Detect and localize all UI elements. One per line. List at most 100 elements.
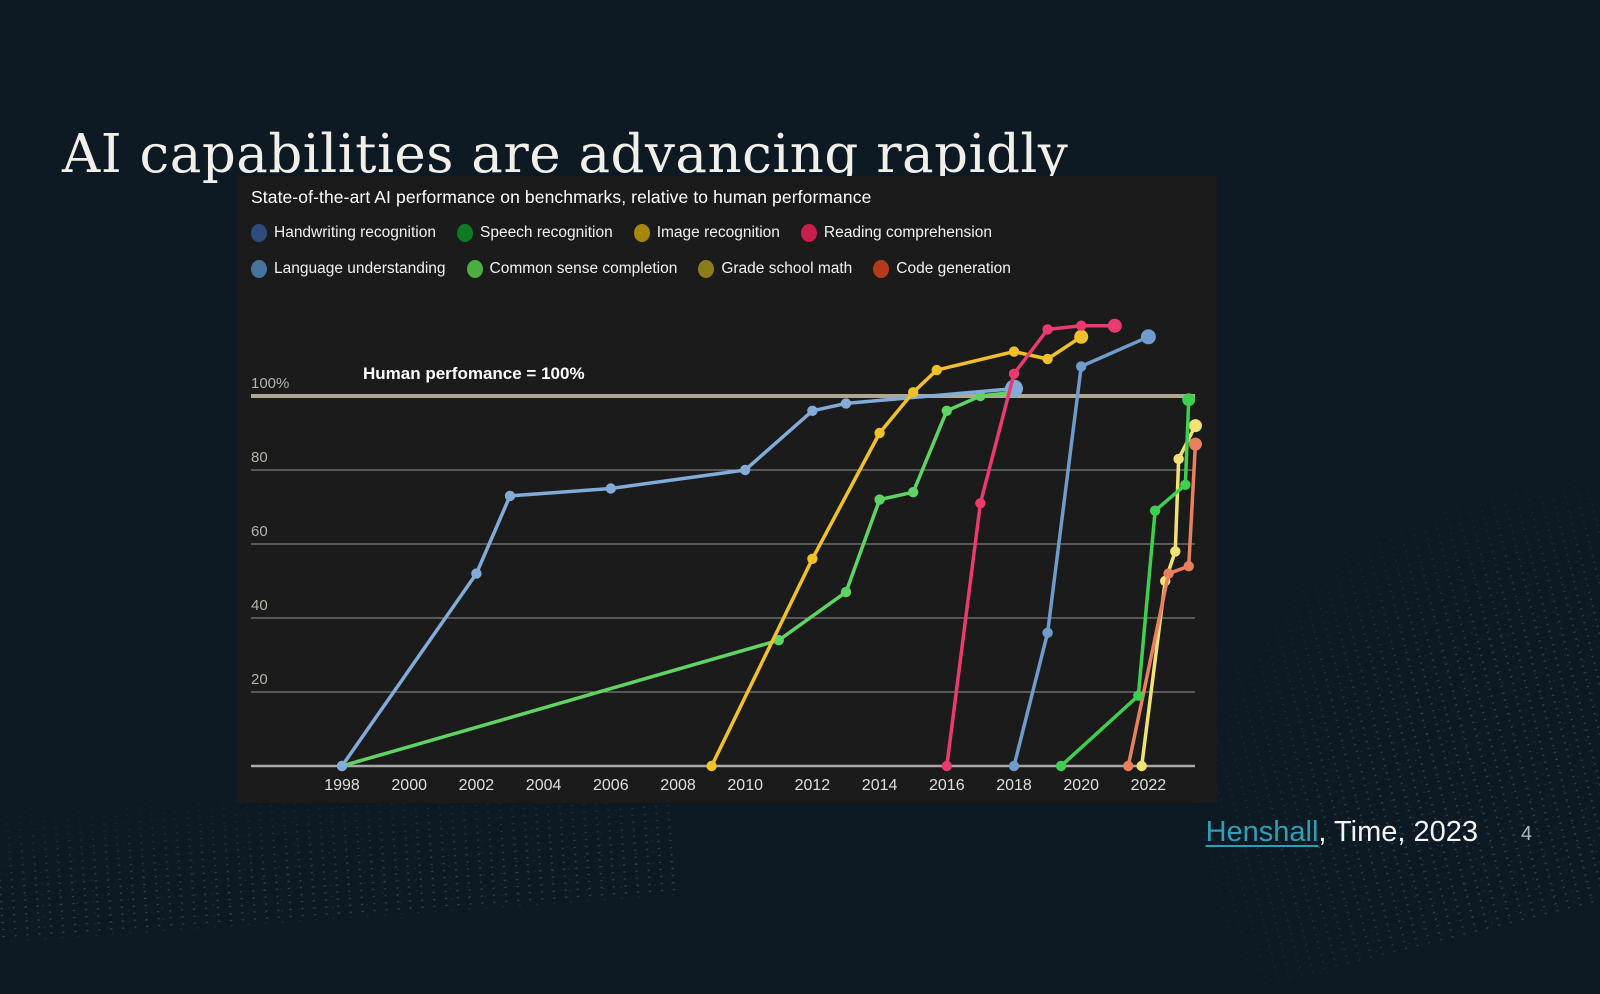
chart-title: State-of-the-art AI performance on bench…	[251, 187, 872, 207]
slide-title: AI capabilities are advancing rapidly	[62, 123, 1069, 185]
data-point	[1055, 760, 1067, 772]
y-tick-label: 40	[251, 597, 268, 614]
x-tick-label: 2012	[795, 777, 831, 794]
legend-item-code-generation: Code generation	[873, 260, 1011, 278]
citation: Henshall, Time, 2023	[1206, 816, 1478, 849]
data-point	[1182, 393, 1196, 407]
legend-swatch-icon	[873, 260, 890, 278]
legend-label: Handwriting recognition	[274, 224, 436, 241]
x-tick-label: 2008	[660, 777, 696, 794]
data-point	[504, 490, 516, 502]
x-tick-label: 2020	[1063, 777, 1099, 794]
data-point	[336, 760, 348, 772]
data-point	[807, 405, 818, 416]
data-point	[1163, 568, 1174, 579]
x-tick-label: 2014	[862, 777, 898, 794]
chart-legend-row-1: Handwriting recognition Speech recognitio…	[251, 224, 992, 242]
data-point	[1042, 627, 1053, 638]
series-line-code-generation	[1126, 442, 1198, 768]
data-point	[975, 498, 986, 509]
legend-item-grade-school-math: Grade school math	[698, 260, 852, 278]
human-performance-annotation: Human perfomance = 100%	[363, 364, 585, 383]
data-point	[1149, 505, 1161, 516]
x-tick-label: 2006	[593, 777, 629, 794]
legend-swatch-icon	[698, 260, 715, 278]
data-point	[605, 483, 616, 494]
data-point	[1180, 479, 1191, 490]
legend-label: Reading comprehension	[823, 224, 992, 241]
data-point	[1074, 329, 1089, 344]
legend-swatch-icon	[251, 260, 267, 278]
data-point	[941, 405, 952, 416]
data-point	[773, 635, 784, 646]
x-tick-label: 2022	[1131, 777, 1167, 794]
data-point	[471, 568, 482, 579]
data-point	[1008, 346, 1020, 357]
legend-item-common-sense-completion: Common sense completion	[466, 260, 678, 278]
data-point	[1123, 760, 1134, 772]
y-tick-label: 60	[251, 523, 268, 540]
data-point	[706, 760, 717, 772]
legend-label: Code generation	[896, 260, 1011, 277]
legend-label: Speech recognition	[479, 224, 613, 241]
legend-label: Image recognition	[656, 224, 780, 241]
data-point	[1008, 760, 1020, 772]
legend-item-language-understanding: Language understanding	[251, 260, 446, 278]
data-point	[1188, 419, 1202, 433]
data-point	[1133, 690, 1144, 701]
citation-link[interactable]: Henshall	[1205, 816, 1319, 848]
chart-panel: State-of-the-art AI performance on bench…	[237, 176, 1217, 803]
data-point	[1042, 324, 1053, 335]
legend-item-handwriting-recognition: Handwriting recognition	[251, 224, 436, 242]
legend-swatch-icon	[456, 224, 473, 242]
data-point	[1076, 320, 1087, 331]
legend-label: Grade school math	[721, 260, 853, 277]
x-tick-label: 2000	[391, 777, 427, 794]
legend-label: Common sense completion	[489, 260, 678, 277]
series-line-image-recognition	[709, 335, 1083, 768]
data-point	[931, 364, 942, 376]
data-point	[1107, 318, 1122, 333]
data-point	[740, 464, 751, 476]
data-point	[1183, 561, 1194, 572]
x-tick-label: 2004	[526, 777, 562, 794]
series-line-reading-comprehension	[945, 323, 1117, 768]
legend-swatch-icon	[633, 224, 650, 242]
data-point	[807, 553, 818, 564]
y-tick-label: 100%	[251, 375, 289, 392]
legend-swatch-icon	[800, 224, 817, 242]
legend-swatch-icon	[466, 260, 483, 278]
y-tick-label: 20	[251, 671, 268, 688]
data-point	[1173, 453, 1184, 465]
legend-label: Language understanding	[274, 260, 446, 277]
data-point	[1140, 329, 1156, 345]
x-tick-label: 2002	[459, 777, 495, 794]
data-point	[874, 427, 885, 439]
data-point	[1170, 546, 1181, 557]
series-line-handwriting-recognition	[340, 386, 1016, 768]
series-line-language-understanding	[1012, 335, 1151, 768]
data-point	[908, 387, 919, 398]
series-line-speech-recognition	[340, 390, 1016, 768]
x-tick-label: 2018	[996, 777, 1032, 794]
citation-suffix: , Time, 2023	[1318, 816, 1478, 848]
data-point	[1076, 361, 1087, 372]
legend-item-reading-comprehension: Reading comprehension	[800, 224, 992, 242]
x-tick-label: 2016	[929, 777, 965, 794]
data-point	[941, 760, 952, 772]
data-point	[1008, 368, 1020, 379]
chart-legend-row-2: Language understanding Common sense compl…	[251, 260, 1011, 278]
chart-plot: 20 40 60 80 100% 1998 2000 2002 2004 2006 2008 2010…	[251, 318, 1202, 794]
x-tick-label: 2010	[727, 777, 763, 794]
data-point	[840, 586, 852, 598]
legend-swatch-icon	[251, 224, 267, 242]
data-point	[1136, 760, 1147, 772]
legend-item-image-recognition: Image recognition	[633, 224, 780, 242]
legend-item-speech-recognition: Speech recognition	[456, 224, 613, 242]
page-number: 4	[1520, 823, 1532, 845]
data-point	[840, 398, 852, 409]
data-point	[908, 487, 919, 498]
data-point	[1042, 353, 1053, 365]
data-point	[1188, 437, 1202, 451]
y-tick-label: 80	[251, 449, 268, 466]
